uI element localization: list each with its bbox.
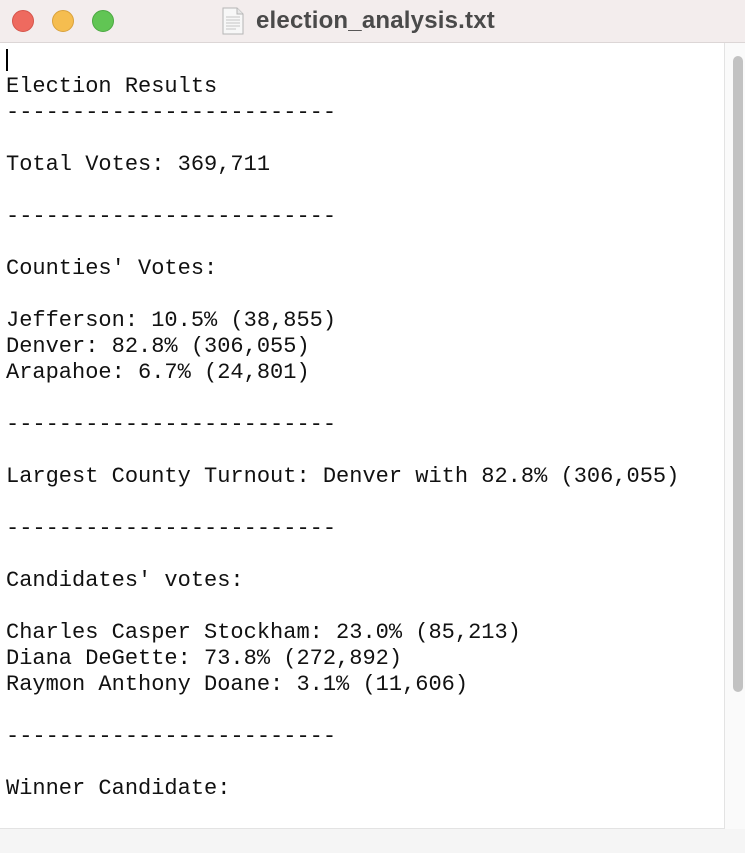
document-line: ------------------------- [6, 412, 337, 437]
document-line [6, 230, 679, 256]
document-line: Winner Candidate: [6, 776, 231, 801]
document-line: Diana DeGette: 73.8% (272,892) [6, 646, 403, 671]
document-line: Candidates' votes: [6, 568, 244, 593]
window-title-area: election_analysis.txt [222, 6, 495, 36]
document-line [6, 282, 679, 308]
document-line: Arapahoe: 6.7% (24,801) [6, 360, 310, 385]
zoom-window-button[interactable] [92, 10, 114, 32]
document-line: Denver: 82.8% (306,055) [6, 334, 310, 359]
document-line [6, 594, 679, 620]
document-line [6, 698, 679, 724]
document-line: Largest County Turnout: Denver with 82.8… [6, 464, 680, 489]
document-line [6, 438, 679, 464]
window-bottom-edge [0, 829, 745, 853]
document-line [6, 542, 679, 568]
vertical-scrollbar-thumb[interactable] [733, 56, 743, 692]
document-text[interactable]: Election Results ------------------------… [6, 74, 679, 802]
text-document-icon [222, 7, 244, 35]
document-line [6, 750, 679, 776]
document-text-area[interactable]: Election Results ------------------------… [0, 43, 725, 829]
document-line: ------------------------- [6, 100, 337, 125]
document-line: Charles Casper Stockham: 23.0% (85,213) [6, 620, 521, 645]
document-line: Jefferson: 10.5% (38,855) [6, 308, 337, 333]
text-cursor [6, 49, 8, 71]
document-line [6, 386, 679, 412]
document-line [6, 490, 679, 516]
minimize-window-button[interactable] [52, 10, 74, 32]
document-line: ------------------------- [6, 724, 337, 749]
window-title: election_analysis.txt [256, 7, 495, 34]
close-window-button[interactable] [12, 10, 34, 32]
document-line: ------------------------- [6, 204, 337, 229]
document-line [6, 126, 679, 152]
document-line: Raymon Anthony Doane: 3.1% (11,606) [6, 672, 469, 697]
document-line: Counties' Votes: [6, 256, 218, 281]
document-line: ------------------------- [6, 516, 337, 541]
document-line [6, 178, 679, 204]
document-line: Total Votes: 369,711 [6, 152, 271, 177]
document-line: Election Results [6, 74, 218, 99]
title-bar[interactable]: election_analysis.txt [0, 0, 745, 43]
